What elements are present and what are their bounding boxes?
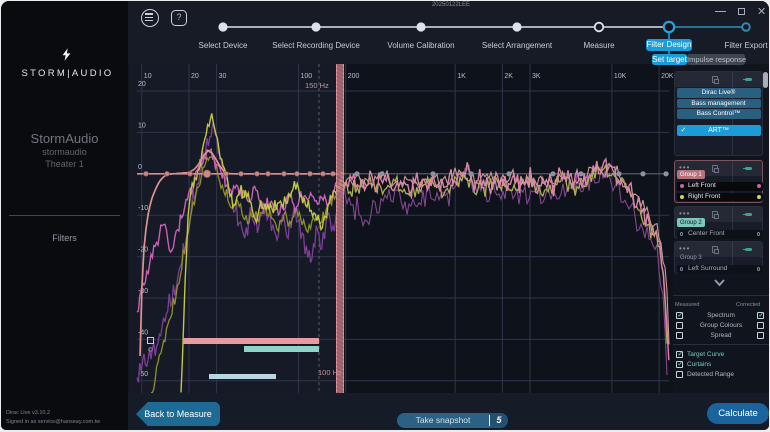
- svg-text:100: 100: [301, 73, 313, 80]
- svg-text:3K: 3K: [532, 73, 541, 80]
- svg-text:2K: 2K: [504, 73, 513, 80]
- svg-text:30: 30: [219, 73, 227, 80]
- svg-text:-40: -40: [138, 329, 148, 336]
- svg-text:0: 0: [138, 164, 142, 171]
- svg-text:150 Hz: 150 Hz: [305, 81, 329, 90]
- svg-text:10K: 10K: [614, 73, 627, 80]
- svg-text:-10: -10: [138, 205, 148, 212]
- svg-text:-50: -50: [138, 371, 148, 378]
- svg-text:10: 10: [144, 73, 152, 80]
- svg-text:1K: 1K: [457, 73, 466, 80]
- svg-text:20: 20: [191, 73, 199, 80]
- svg-text:20K: 20K: [661, 73, 673, 80]
- svg-text:10: 10: [138, 122, 146, 129]
- svg-text:20: 20: [138, 81, 146, 88]
- svg-text:200: 200: [348, 73, 360, 80]
- svg-text:100 Hz: 100 Hz: [318, 368, 342, 377]
- svg-text:-30: -30: [138, 288, 148, 295]
